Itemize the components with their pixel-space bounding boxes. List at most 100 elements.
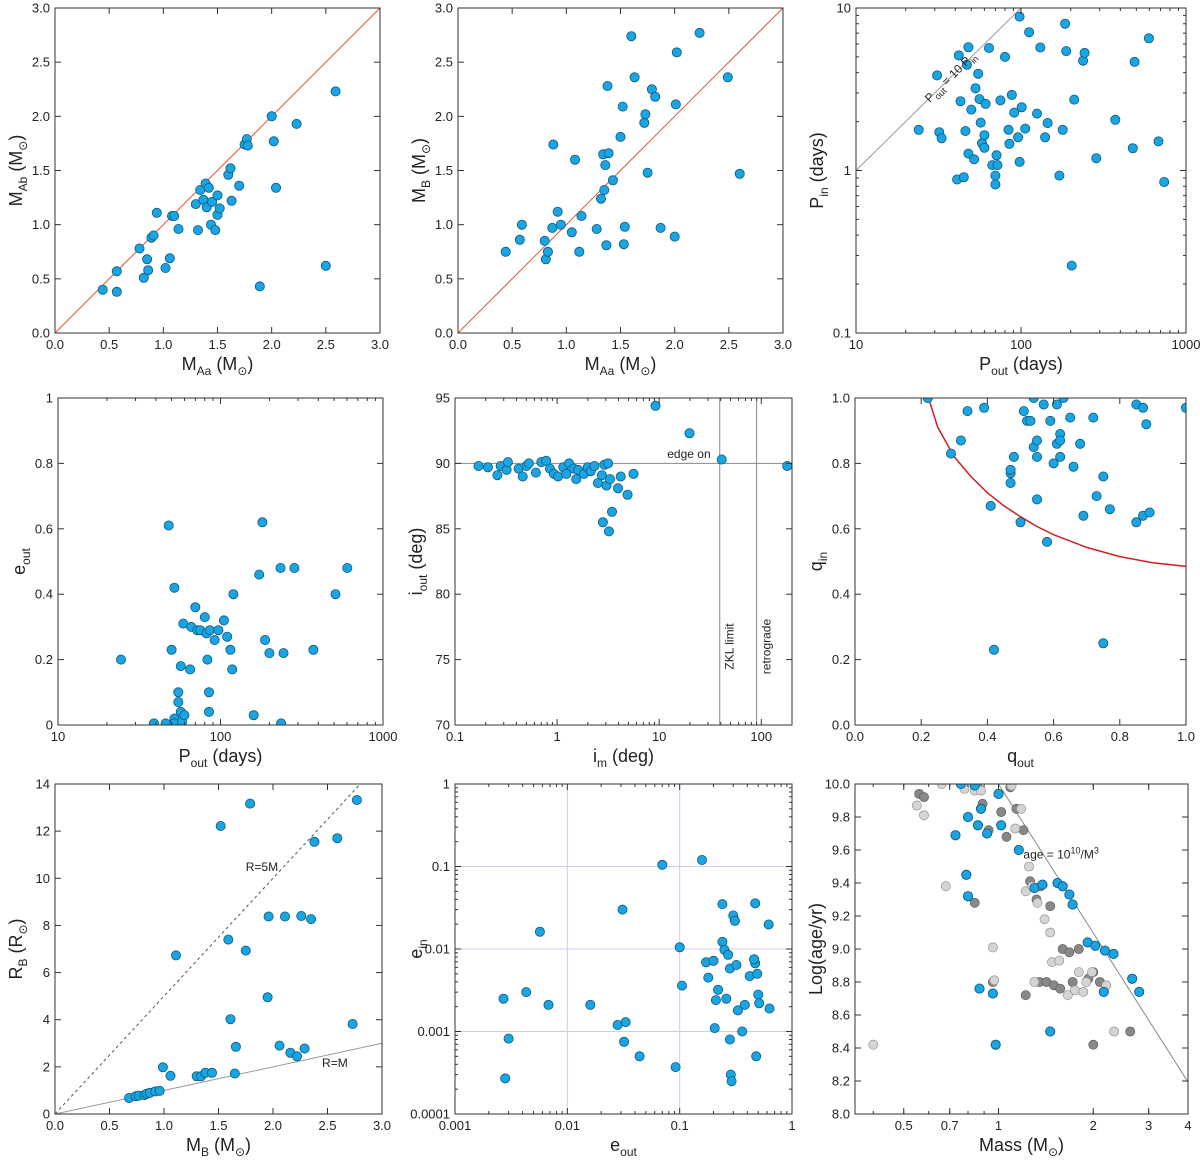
- y-tick-label: 8.2: [832, 1074, 850, 1089]
- data-point-systems: [262, 992, 273, 1003]
- y-tick-label: 2.5: [435, 55, 453, 70]
- y-tick-label: 1.0: [832, 391, 850, 406]
- data-point-systems: [620, 1017, 631, 1028]
- data-point-systems: [753, 989, 764, 1000]
- data-point-primary-top: [996, 820, 1007, 831]
- data-point-systems: [257, 517, 268, 528]
- data-point-systems: [523, 458, 534, 469]
- data-point-systems: [248, 710, 259, 721]
- data-point-systems: [165, 1070, 176, 1081]
- data-point-systems: [615, 131, 626, 142]
- data-point-systems: [617, 101, 628, 112]
- data-point-systems: [1057, 124, 1068, 135]
- data-point-systems: [199, 612, 210, 623]
- data-point-systems: [669, 231, 680, 242]
- data-point-systems: [547, 222, 558, 233]
- y-tick-label: 9.0: [832, 942, 850, 957]
- data-point-systems: [716, 454, 727, 465]
- plot-content: [458, 8, 783, 333]
- x-tick-label: 1.5: [208, 337, 226, 352]
- x-tick-label: 0.0: [449, 337, 467, 352]
- y-tick-label: 1: [46, 391, 53, 406]
- x-axis-label: MB (M⊙): [186, 1135, 251, 1159]
- y-axis-label-sun-symbol: ⊙: [16, 924, 30, 934]
- x-tick-label: 3.0: [774, 337, 792, 352]
- data-point-systems: [585, 999, 596, 1010]
- x-axis-label-sub: out: [620, 1145, 637, 1159]
- y-tick-label: 0: [43, 1107, 50, 1122]
- reference-line-R=M: [55, 1042, 382, 1114]
- data-point-systems: [1058, 398, 1069, 403]
- data-point-systems: [278, 648, 289, 659]
- data-point-systems: [173, 697, 184, 708]
- data-point-systems: [936, 133, 947, 144]
- data-point-systems: [589, 460, 600, 471]
- data-point-systems: [1079, 47, 1090, 58]
- data-point-systems: [534, 926, 545, 937]
- plot-content: [116, 517, 353, 725]
- data-point-systems: [603, 148, 614, 159]
- data-point-systems: [274, 1040, 285, 1051]
- data-point-systems: [222, 631, 233, 642]
- data-point-systems: [149, 718, 159, 725]
- data-point-systems: [309, 836, 320, 847]
- plot-content: [868, 784, 1188, 1083]
- data-point-systems: [548, 139, 559, 150]
- y-tick-label: 9.2: [832, 909, 850, 924]
- data-point-tertiary: [1006, 784, 1017, 791]
- x-axis-label-sub: out: [191, 756, 208, 770]
- x-tick-label: 2.0: [264, 1118, 282, 1133]
- data-point-systems: [157, 1062, 168, 1073]
- data-point-systems: [975, 117, 986, 128]
- data-point-systems: [642, 167, 653, 178]
- data-point-primary-top: [1108, 948, 1119, 959]
- data-point-systems: [979, 142, 990, 153]
- y-axis-label: MB (M⊙): [409, 138, 433, 203]
- data-point-systems: [207, 196, 218, 207]
- data-point-systems: [677, 980, 688, 991]
- x-tick-label: 0.5: [100, 1118, 118, 1133]
- data-point-systems: [955, 96, 966, 107]
- x-tick-label: 1000: [1172, 337, 1200, 352]
- data-point-systems: [985, 500, 996, 511]
- x-axis-label-sub: m: [597, 756, 607, 770]
- y-axis-label-sun-symbol: ⊙: [16, 141, 30, 151]
- data-point-systems: [561, 468, 572, 479]
- data-point-secondary: [1088, 1039, 1099, 1050]
- data-point-tertiary: [1081, 977, 1092, 987]
- data-point-systems: [723, 949, 734, 960]
- data-point-systems: [473, 460, 484, 471]
- data-point-systems: [1009, 107, 1020, 118]
- data-point-systems: [961, 59, 972, 70]
- data-point-systems: [1054, 170, 1065, 181]
- x-axis-label-sub: out: [991, 364, 1008, 378]
- data-point-systems: [599, 184, 610, 195]
- y-axis-label-sub: B: [419, 180, 433, 188]
- y-tick-label: 70: [436, 718, 450, 733]
- y-axis-label-main: M: [409, 188, 429, 203]
- data-point-systems: [111, 266, 122, 277]
- data-point-systems: [143, 265, 154, 276]
- data-point-systems: [1020, 123, 1031, 134]
- data-point-systems: [1069, 94, 1080, 105]
- data-point-systems: [263, 911, 274, 922]
- y-axis-label: eout: [9, 547, 33, 574]
- x-tick-label: 2.0: [666, 337, 684, 352]
- data-point-systems: [576, 210, 587, 221]
- y-tick-label: 2.0: [435, 109, 453, 124]
- x-axis-label: Pout (days): [979, 354, 1063, 378]
- data-point-systems: [1127, 143, 1138, 154]
- data-point-systems: [347, 1019, 358, 1030]
- y-axis-label: Pin (days): [807, 132, 831, 208]
- data-point-systems: [650, 400, 661, 411]
- data-point-systems: [330, 86, 341, 97]
- data-point-systems: [160, 718, 171, 725]
- data-point-systems: [979, 402, 990, 413]
- data-point-systems: [1091, 153, 1102, 164]
- panel-mAa-vs-mAb: 0.0 0.5 1.0 1.5 2.0 2.5 3.0 0.0 0.5 1.0 1.5 2.0 2.5 3…: [6, 1, 389, 379]
- x-axis-label-sun-symbol: ⊙: [237, 364, 247, 378]
- y-axis-label-sun-symbol: ⊙: [419, 144, 433, 154]
- data-point-systems: [138, 272, 149, 283]
- data-point-systems: [984, 43, 995, 54]
- data-point-systems: [617, 904, 628, 915]
